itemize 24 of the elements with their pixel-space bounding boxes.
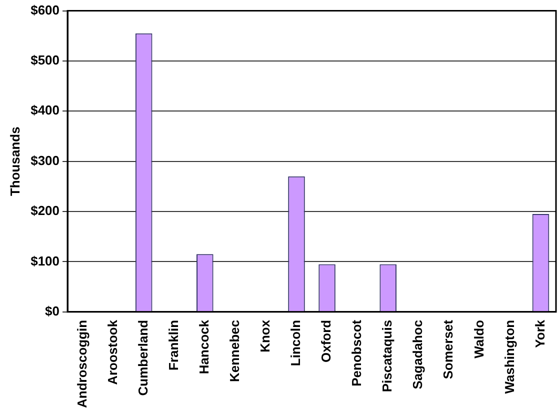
y-axis-title: Thousands xyxy=(7,126,22,196)
x-tick-label: Aroostook xyxy=(104,319,120,385)
x-tick-label: Waldo xyxy=(471,320,486,358)
y-tick-label: $500 xyxy=(30,52,60,68)
x-tick-label: Hancock xyxy=(196,319,212,374)
x-tick-label: Piscataquis xyxy=(380,320,395,392)
x-tick-label: Androscoggin xyxy=(74,320,90,408)
x-tick-label: Somerset xyxy=(440,319,456,380)
x-tick-label: Sagadahoc xyxy=(410,320,426,390)
x-tick-label: Oxford xyxy=(318,320,334,363)
x-tick-label: York xyxy=(532,319,548,348)
x-tick-label: Cumberland xyxy=(135,320,150,396)
y-tick-label: $300 xyxy=(30,152,60,168)
y-tick-label: $400 xyxy=(30,102,60,118)
x-tick-label: Knox xyxy=(258,319,273,352)
x-tick-label: Lincoln xyxy=(288,320,304,366)
y-tick-label: $200 xyxy=(30,203,60,218)
x-tick-label: Kennebec xyxy=(227,320,242,382)
y-tick-label: $600 xyxy=(30,2,60,18)
x-tick-label: Washington xyxy=(502,320,517,394)
y-tick-label: $0 xyxy=(45,303,60,318)
x-tick-label: Penobscot xyxy=(349,319,364,386)
y-tick-label: $100 xyxy=(30,253,60,268)
x-tick-label: Franklin xyxy=(166,320,181,370)
